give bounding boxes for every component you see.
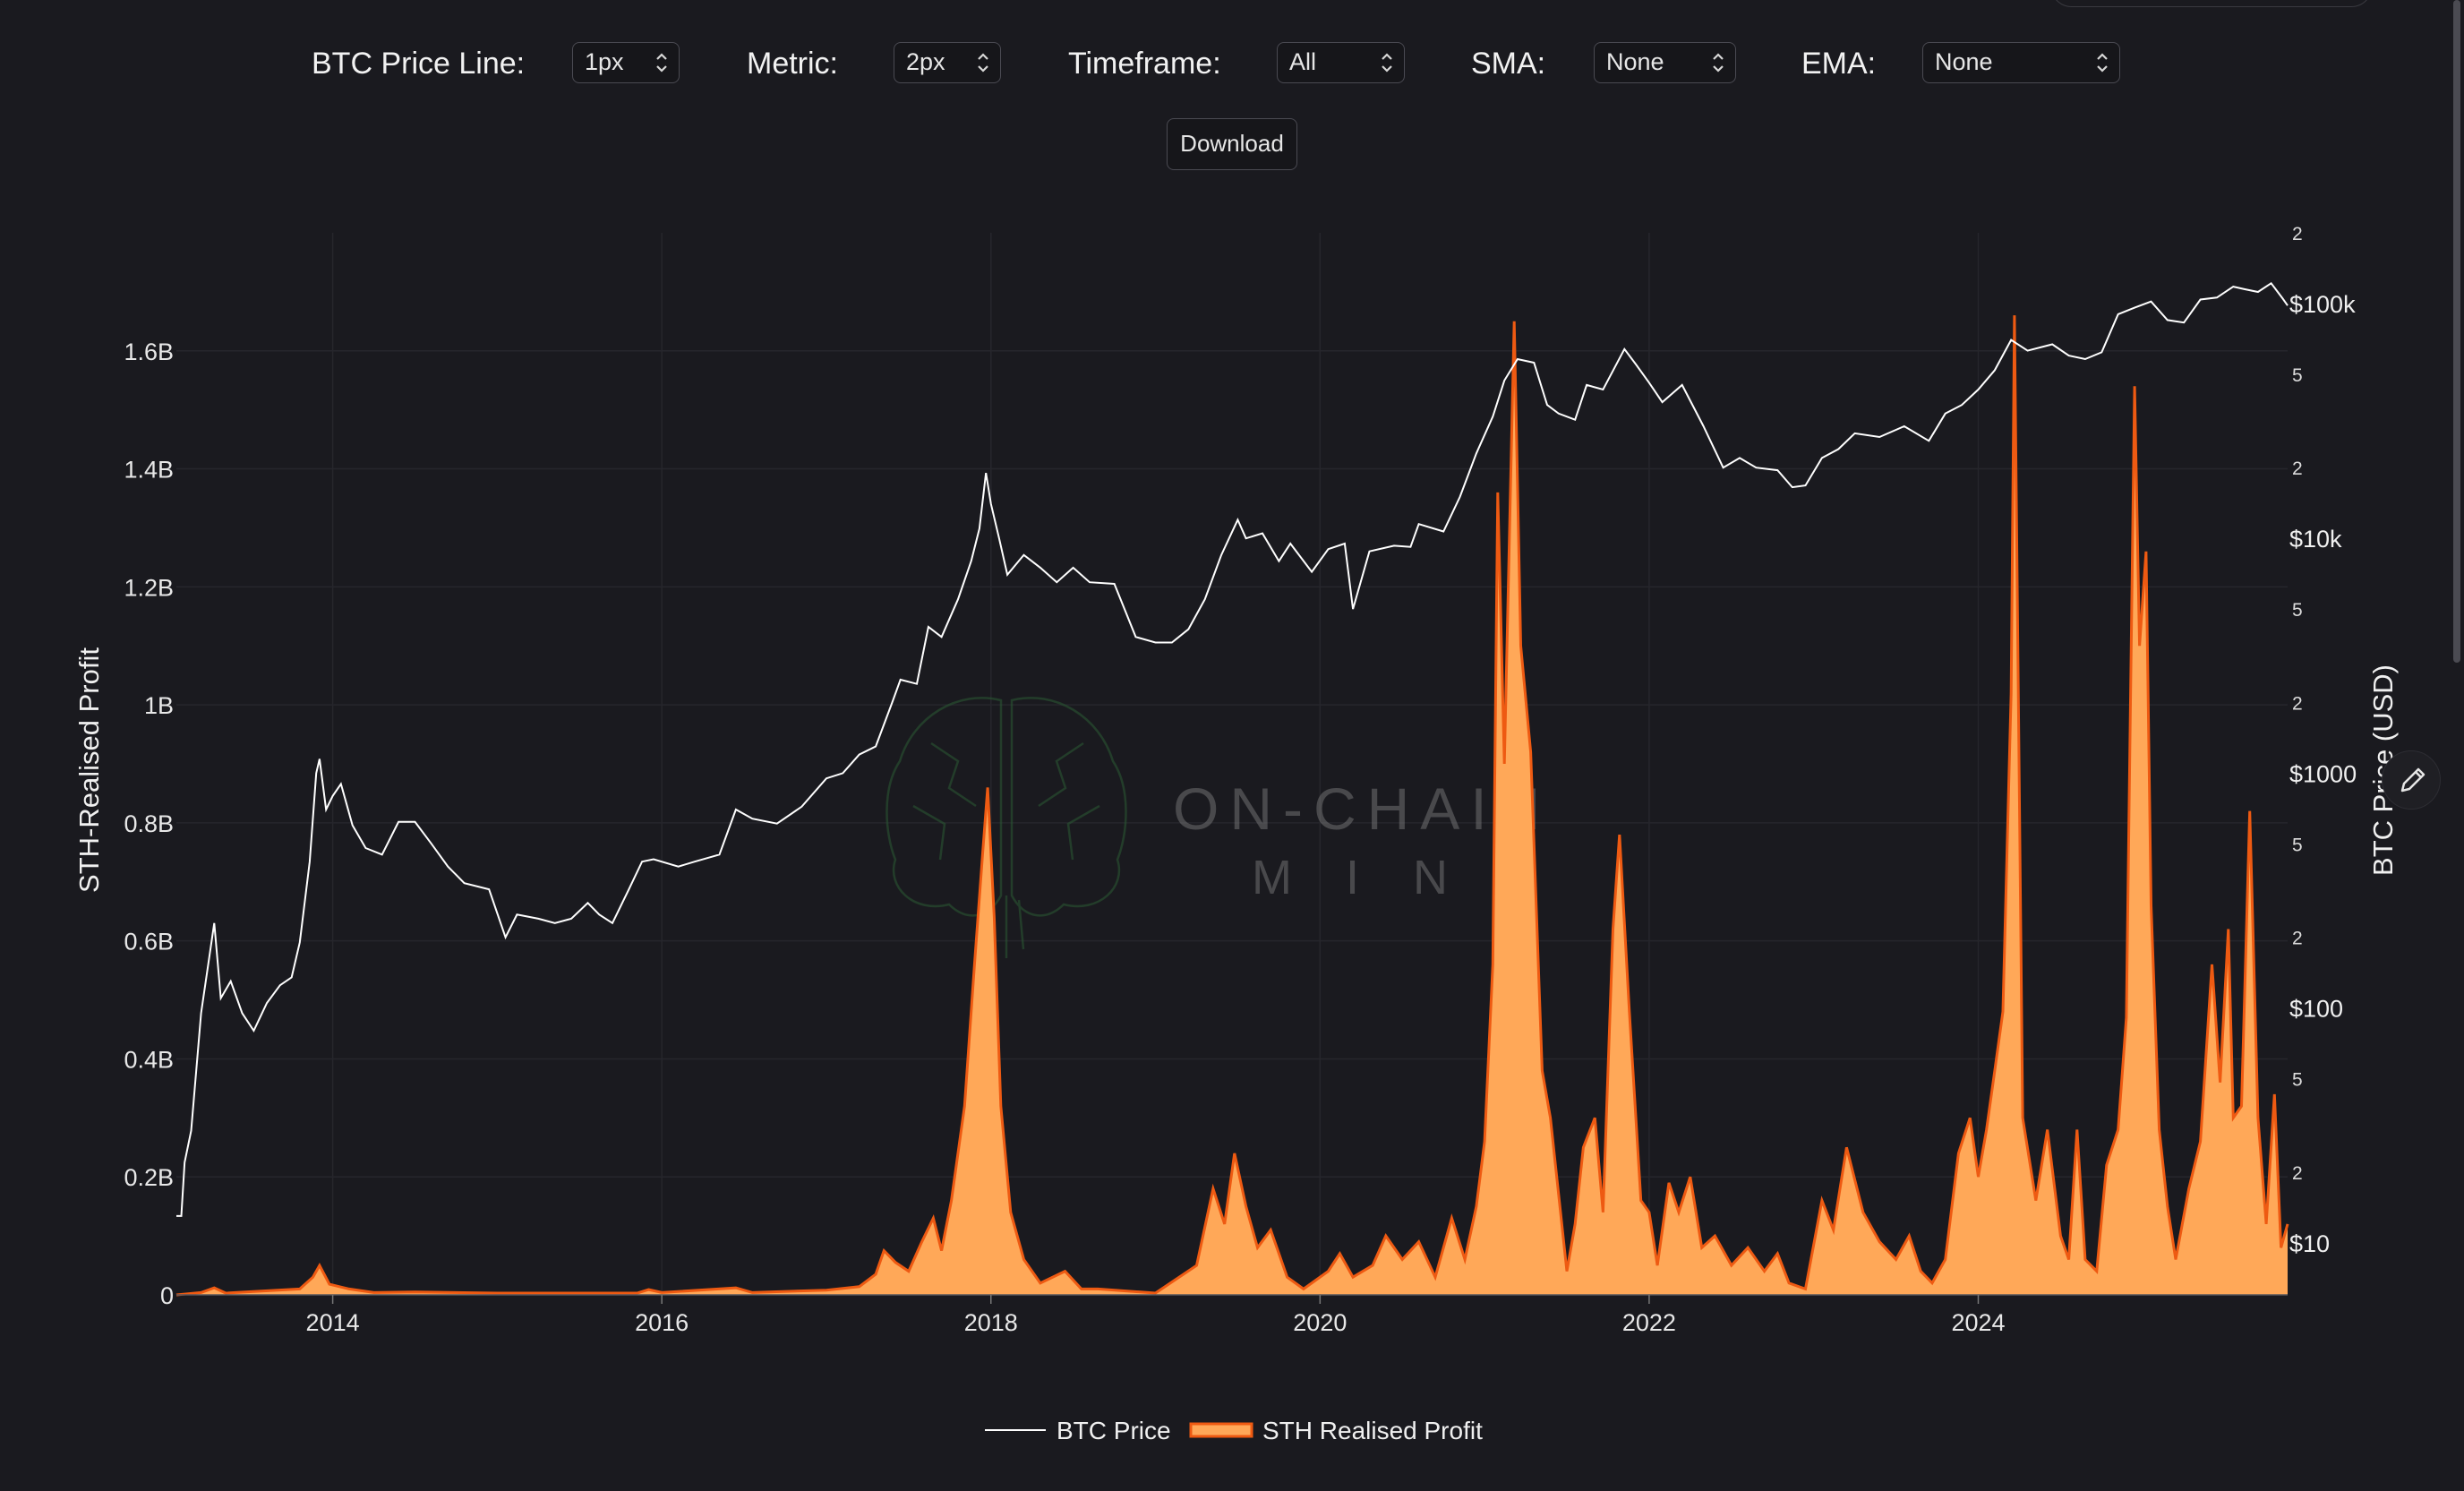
- brain-logo: [886, 697, 1127, 958]
- price-line-select[interactable]: 1px: [572, 42, 680, 83]
- metric-select[interactable]: 2px: [894, 42, 1001, 83]
- ema-label: EMA:: [1801, 47, 1877, 81]
- chart-controls: BTC Price Line: 1px Metric: 2px Timefram…: [0, 0, 2464, 170]
- y-left-tick-label: 0: [160, 1282, 174, 1309]
- legend-label-sth-realised-profit: STH Realised Profit: [1262, 1417, 1483, 1444]
- edit-button[interactable]: [2382, 750, 2441, 810]
- ema-select[interactable]: None: [1922, 42, 2120, 83]
- x-tick-label: 2016: [635, 1309, 689, 1336]
- y-right-tick-label: $100: [2289, 996, 2343, 1023]
- legend: BTC Price STH Realised Profit: [985, 1417, 1483, 1444]
- y-left-tick-label: 0.6B: [124, 929, 174, 955]
- y-right-tick-label: 2: [2292, 929, 2303, 949]
- y-right-tick-label: 5: [2292, 365, 2303, 386]
- legend-item-btc-price[interactable]: BTC Price: [985, 1417, 1171, 1444]
- y-left-tick-label: 1.4B: [124, 457, 174, 484]
- sth-realised-profit-area: [176, 315, 2288, 1296]
- y-right-axis-ticks: $10 2 5 $100 2 5 $1000 2 5 $10k 2 5 $100k 2: [2289, 224, 2357, 1257]
- metric-label: Metric:: [747, 47, 838, 81]
- y-right-tick-label: 2: [2292, 693, 2303, 714]
- y-right-tick-label: $10k: [2289, 526, 2342, 553]
- metric-value: 2px: [906, 48, 945, 75]
- price-line-value: 1px: [585, 48, 624, 75]
- sma-select[interactable]: None: [1594, 42, 1736, 83]
- y-right-tick-label: 2: [2292, 458, 2303, 479]
- y-right-tick-label: $10: [2289, 1230, 2330, 1257]
- x-tick-label: 2020: [1293, 1309, 1347, 1336]
- sth-realised-profit-line: [175, 315, 2289, 1297]
- x-tick-label: 2014: [306, 1309, 360, 1336]
- up-down-chevron-icon: [656, 53, 667, 73]
- x-tick-label: 2022: [1622, 1309, 1676, 1336]
- y-right-tick-label: 2: [2292, 1163, 2303, 1184]
- timeframe-value: All: [1289, 48, 1317, 75]
- price-line-label: BTC Price Line:: [312, 47, 526, 81]
- legend-label-btc-price: BTC Price: [1057, 1417, 1171, 1444]
- ema-value: None: [1935, 48, 1993, 75]
- btc-price-line: [176, 281, 2289, 1217]
- y-right-tick-label: 5: [2292, 600, 2303, 621]
- timeframe-select[interactable]: All: [1277, 42, 1405, 83]
- y-left-tick-label: 0.4B: [124, 1046, 174, 1073]
- y-left-tick-label: 0.2B: [124, 1164, 174, 1191]
- y-right-tick-label: 5: [2292, 1070, 2303, 1091]
- timeframe-label: Timeframe:: [1068, 47, 1221, 81]
- download-button[interactable]: Download: [1167, 118, 1297, 170]
- y-right-tick-label: $100k: [2289, 291, 2356, 318]
- y-right-tick-label: $1000: [2289, 760, 2357, 787]
- y-left-tick-label: 0.8B: [124, 810, 174, 837]
- watermark: ON-CHAIN MIND: [886, 697, 1590, 958]
- y-right-tick-label: 5: [2292, 835, 2303, 855]
- legend-swatch-sth-realised-profit: [1189, 1422, 1253, 1438]
- y-right-tick-label: 2: [2292, 224, 2303, 244]
- sma-value: None: [1606, 48, 1664, 75]
- pencil-icon: [2400, 767, 2426, 793]
- legend-item-sth-realised-profit[interactable]: STH Realised Profit: [1189, 1417, 1483, 1444]
- up-down-chevron-icon: [1382, 53, 1392, 73]
- y-left-axis-title: STH-Realised Profit: [73, 647, 105, 893]
- watermark-line1: ON-CHAIN: [1173, 775, 1551, 842]
- x-tick-label: 2018: [964, 1309, 1018, 1336]
- up-down-chevron-icon: [2097, 53, 2108, 73]
- y-left-tick-label: 1.2B: [124, 574, 174, 601]
- watermark-line2: MIND: [1252, 851, 1590, 904]
- y-left-tick-label: 1.6B: [124, 338, 174, 365]
- y-left-axis-ticks: 0 0.2B 0.4B 0.6B 0.8B 1B 1.2B 1.4B 1.6B: [124, 338, 174, 1309]
- x-axis-ticks: 2014 2016 2018 2020 2022 2024: [306, 1295, 2006, 1336]
- x-tick-label: 2024: [1951, 1309, 2005, 1336]
- page-scrollbar[interactable]: [2453, 0, 2460, 663]
- y-left-tick-label: 1B: [144, 692, 174, 719]
- up-down-chevron-icon: [978, 53, 988, 73]
- up-down-chevron-icon: [1713, 53, 1724, 73]
- sma-label: SMA:: [1471, 47, 1546, 81]
- chart-grid: [176, 233, 2288, 1295]
